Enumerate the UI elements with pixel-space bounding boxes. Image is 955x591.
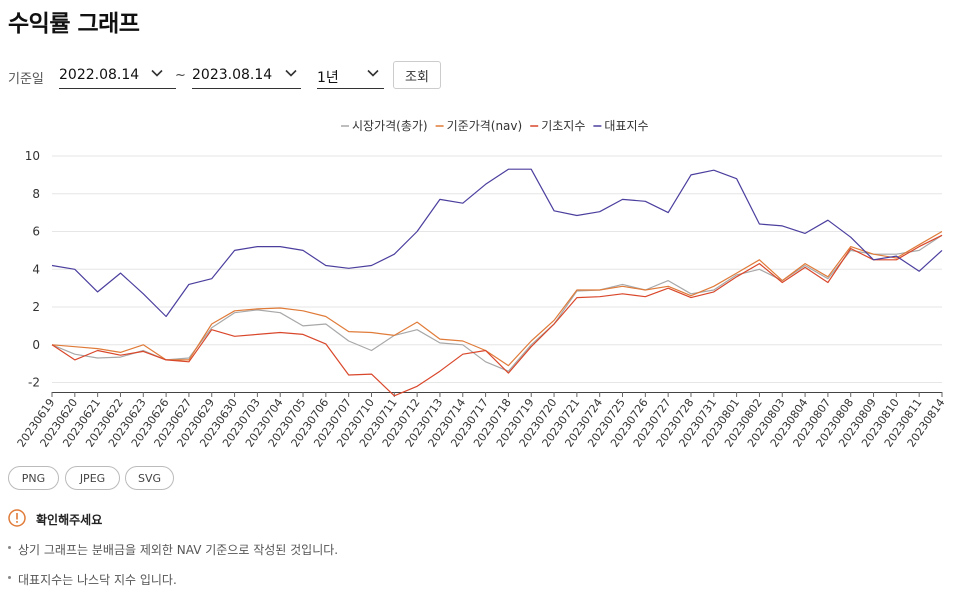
y-tick-label: 6	[32, 225, 40, 239]
start-date-select[interactable]: 2022.08.14	[59, 60, 176, 89]
end-date-select[interactable]: 2023.08.14	[192, 60, 301, 89]
notice-title: 확인해주세요	[36, 513, 103, 527]
legend-item-2[interactable]: 기준가격(nav)	[447, 119, 523, 133]
export-svg-button[interactable]: SVG	[125, 466, 174, 490]
info-icon	[8, 509, 26, 527]
series-line-2	[51, 230, 943, 367]
query-button[interactable]: 조회	[393, 61, 441, 89]
series-line-1	[51, 234, 943, 372]
chevron-down-icon	[285, 69, 297, 77]
date-filter-bar: 기준일 2022.08.14 ~ 2023.08.14 1년 조회	[8, 60, 948, 90]
page-title: 수익률 그래프	[8, 11, 140, 37]
chevron-down-icon	[151, 69, 163, 77]
start-date-value: 2022.08.14	[59, 67, 140, 83]
notice-item: 상기 그래프는 분배금을 제외한 NAV 기준으로 작성된 것입니다.	[8, 541, 338, 558]
series-line-4	[51, 168, 943, 318]
export-png-button[interactable]: PNG	[8, 466, 59, 490]
end-date-value: 2023.08.14	[192, 67, 273, 83]
chart-legend: 시장가격(총가) 기준가격(nav) 기초지수 대표지수	[341, 119, 649, 133]
series-line-3	[51, 234, 943, 397]
y-tick-label: 10	[25, 149, 40, 163]
chevron-down-icon	[367, 69, 379, 77]
y-tick-label: 2	[32, 300, 40, 314]
y-tick-label: 8	[32, 187, 40, 201]
legend-item-3[interactable]: 기초지수	[541, 119, 585, 133]
y-tick-label: 0	[32, 338, 40, 352]
y-tick-label: -2	[28, 376, 40, 390]
base-date-label: 기준일	[8, 72, 44, 87]
period-select[interactable]: 1년	[317, 60, 384, 89]
y-tick-label: 4	[32, 262, 40, 276]
legend-item-1[interactable]: 시장가격(총가)	[352, 119, 428, 133]
period-value: 1년	[317, 70, 339, 86]
return-chart-svg: -202468102023061920230620202306212023062…	[15, 119, 948, 450]
legend-item-4[interactable]: 대표지수	[604, 119, 648, 133]
date-range-separator: ~	[175, 68, 186, 83]
return-chart: -2 0 2 4 6 8 10 20230619 20230620 20230621 2023062…	[0, 112, 955, 452]
notice-item: 대표지수는 나스닥 지수 입니다.	[8, 571, 177, 588]
export-jpeg-button[interactable]: JPEG	[65, 466, 120, 490]
